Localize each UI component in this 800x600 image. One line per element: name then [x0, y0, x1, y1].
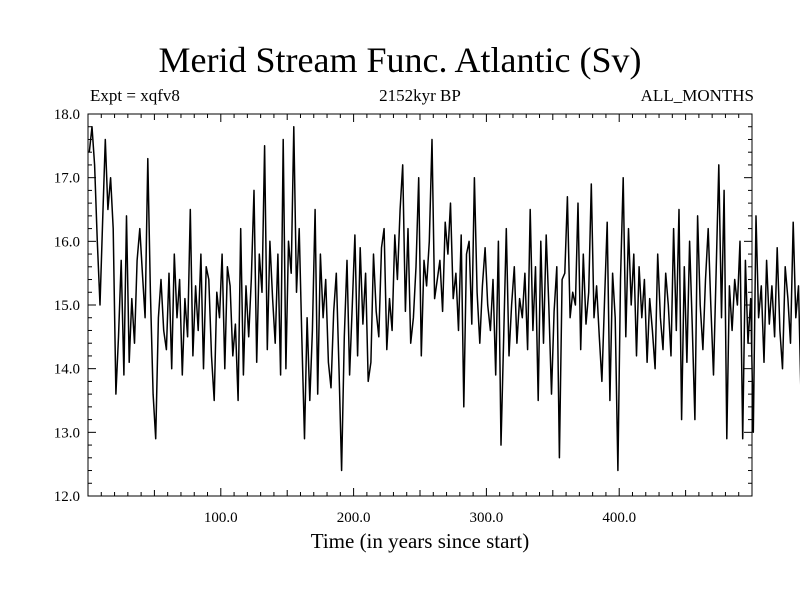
chart-title: Merid Stream Func. Atlantic (Sv) [158, 40, 642, 80]
y-tick-label: 12.0 [54, 489, 80, 505]
experiment-label: Expt = xqfv8 [90, 86, 180, 105]
x-tick-label: 400.0 [602, 510, 636, 526]
y-tick-label: 13.0 [54, 425, 80, 441]
axis-tick-labels: 100.0 200.0 300.0 400.0 12.0 13.0 14.0 15.0 16.0… [54, 107, 636, 526]
y-tick-label: 16.0 [54, 234, 80, 250]
months-label: ALL_MONTHS [640, 86, 754, 105]
y-tick-label: 14.0 [54, 362, 80, 378]
x-tick-label: 100.0 [204, 510, 238, 526]
y-tick-label: 15.0 [54, 298, 80, 314]
y-tick-label: 17.0 [54, 171, 80, 187]
y-tick-label: 18.0 [54, 107, 80, 123]
x-axis-label: Time (in years since start) [311, 529, 530, 553]
plot-frame [87, 113, 753, 497]
period-label: 2152kyr BP [379, 86, 461, 105]
series-line [88, 125, 800, 472]
axis-ticks [88, 114, 752, 496]
x-tick-label: 300.0 [470, 510, 504, 526]
x-tick-label: 200.0 [337, 510, 371, 526]
